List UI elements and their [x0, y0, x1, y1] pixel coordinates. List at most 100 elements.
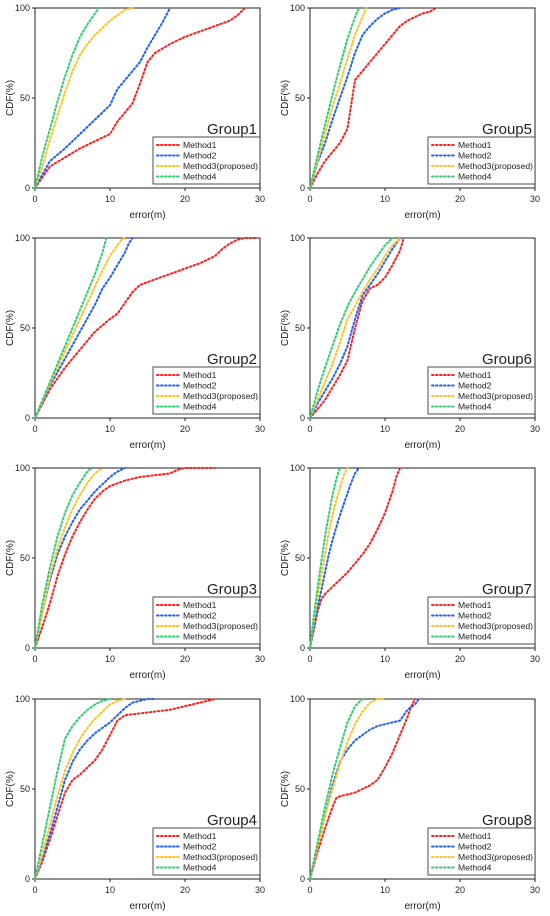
- x-tick-label: 0: [307, 654, 312, 664]
- series-line-method2: [34, 7, 171, 189]
- legend-entry-method2: Method2: [183, 151, 217, 161]
- x-tick-label: 10: [105, 424, 115, 434]
- series-line-method1: [34, 698, 216, 880]
- series-line-method1: [309, 467, 401, 649]
- y-axis-label: CDF(%): [280, 310, 291, 346]
- series-line-method2: [309, 467, 360, 649]
- y-axis-label: CDF(%): [5, 80, 16, 116]
- group-label: Group3: [207, 581, 257, 598]
- series-line-method3: [34, 237, 126, 419]
- y-axis-label: CDF(%): [5, 540, 16, 576]
- legend-entry-method4: Method4: [183, 402, 217, 412]
- series-line-method4: [34, 7, 100, 189]
- legend-entry-method4: Method4: [458, 402, 492, 412]
- x-tick-label: 30: [255, 194, 265, 204]
- legend-entry-method2: Method2: [183, 611, 217, 621]
- series-line-method4: [309, 698, 364, 880]
- y-tick-label: 50: [20, 93, 30, 103]
- legend-entry-method1: Method1: [458, 600, 492, 610]
- group-label: Group1: [207, 121, 257, 138]
- legend-entry-method1: Method1: [183, 600, 217, 610]
- legend-entry-method2: Method2: [183, 381, 217, 391]
- legend-entry-method2: Method2: [458, 381, 492, 391]
- legend-entry-method3: Method3(proposed): [183, 852, 258, 862]
- x-tick-label: 30: [255, 424, 265, 434]
- y-tick-label: 100: [15, 3, 30, 13]
- series-line-method2: [309, 7, 401, 189]
- legend-entry-method3: Method3(proposed): [458, 391, 533, 401]
- series-line-method2: [34, 698, 156, 880]
- series-line-method1: [34, 467, 216, 649]
- legend-entry-method1: Method1: [183, 831, 217, 841]
- chart-panel-7: 0 10 20 30 0 50 100 error(m) CDF(%) Group7 Method1…: [280, 463, 540, 681]
- x-tick-label: 20: [455, 424, 465, 434]
- x-axis-label: error(m): [404, 210, 440, 221]
- series-line-method4: [309, 467, 341, 649]
- y-tick-label: 50: [20, 553, 30, 563]
- x-tick-label: 0: [307, 424, 312, 434]
- x-tick-label: 0: [307, 194, 312, 204]
- legend-entry-method3: Method3(proposed): [183, 161, 258, 171]
- series-line-method3: [309, 698, 386, 880]
- legend-entry-method1: Method1: [458, 370, 492, 380]
- y-tick-label: 100: [15, 233, 30, 243]
- x-tick-label: 20: [180, 424, 190, 434]
- chart-panel-2: 0 10 20 30 0 50 100 error(m) CDF(%) Group2 Method1…: [5, 233, 265, 451]
- x-tick-label: 10: [380, 654, 390, 664]
- series-line-method3: [309, 467, 349, 649]
- y-tick-label: 0: [25, 183, 30, 193]
- legend-entry-method2: Method2: [183, 842, 217, 852]
- x-axis-label: error(m): [129, 901, 165, 912]
- y-tick-label: 0: [25, 643, 30, 653]
- y-tick-label: 100: [15, 694, 30, 704]
- x-tick-label: 0: [32, 424, 37, 434]
- y-tick-label: 100: [290, 233, 305, 243]
- x-tick-label: 10: [380, 885, 390, 895]
- legend-entry-method2: Method2: [458, 842, 492, 852]
- y-tick-label: 50: [295, 553, 305, 563]
- series-line-method3: [309, 7, 368, 189]
- series-line-method1: [309, 237, 405, 419]
- legend-entry-method2: Method2: [458, 611, 492, 621]
- y-tick-label: 100: [290, 694, 305, 704]
- series-line-method3: [309, 237, 401, 419]
- y-tick-label: 0: [300, 413, 305, 423]
- series-line-method1: [309, 7, 437, 189]
- x-tick-label: 30: [530, 194, 540, 204]
- x-tick-label: 0: [32, 194, 37, 204]
- x-axis-label: error(m): [129, 670, 165, 681]
- x-axis-label: error(m): [404, 670, 440, 681]
- series-line-method2: [309, 698, 420, 880]
- x-tick-label: 10: [380, 194, 390, 204]
- group-label: Group6: [482, 351, 532, 368]
- x-tick-label: 20: [180, 194, 190, 204]
- group-label: Group7: [482, 581, 532, 598]
- y-tick-label: 50: [295, 784, 305, 794]
- group-label: Group4: [207, 812, 257, 829]
- series-line-method3: [34, 467, 104, 649]
- y-tick-label: 100: [15, 463, 30, 473]
- legend-entry-method3: Method3(proposed): [183, 621, 258, 631]
- legend-entry-method3: Method3(proposed): [458, 852, 533, 862]
- chart-panel-8: 0 10 20 30 0 50 100 error(m) CDF(%) Group8 Method1…: [280, 694, 540, 912]
- chart-panel-4: 0 10 20 30 0 50 100 error(m) CDF(%) Group4 Method1…: [5, 694, 265, 912]
- legend-entry-method1: Method1: [458, 140, 492, 150]
- legend-entry-method4: Method4: [183, 172, 217, 182]
- y-axis-label: CDF(%): [280, 771, 291, 807]
- y-tick-label: 50: [295, 93, 305, 103]
- y-tick-label: 50: [20, 323, 30, 333]
- y-tick-label: 50: [295, 323, 305, 333]
- x-tick-label: 30: [530, 424, 540, 434]
- legend-entry-method2: Method2: [458, 151, 492, 161]
- y-axis-label: CDF(%): [280, 80, 291, 116]
- series-line-method1: [34, 237, 258, 419]
- series-line-method1: [34, 7, 246, 189]
- x-tick-label: 30: [530, 654, 540, 664]
- legend-entry-method3: Method3(proposed): [183, 391, 258, 401]
- series-line-method3: [34, 698, 126, 880]
- y-tick-label: 0: [300, 643, 305, 653]
- series-line-method4: [34, 698, 111, 880]
- legend-entry-method3: Method3(proposed): [458, 161, 533, 171]
- legend-entry-method1: Method1: [183, 370, 217, 380]
- x-tick-label: 10: [105, 885, 115, 895]
